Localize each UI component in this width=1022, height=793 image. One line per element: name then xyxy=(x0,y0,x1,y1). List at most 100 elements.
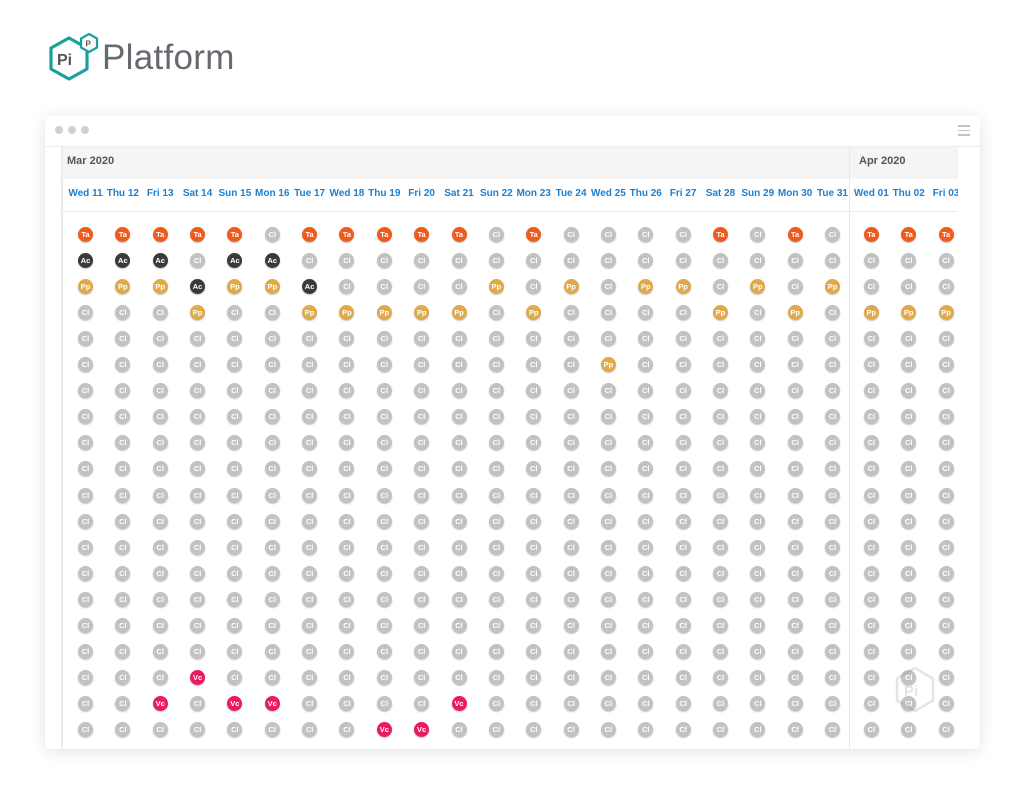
status-badge-cl[interactable]: Cl xyxy=(227,539,243,555)
status-badge-cl[interactable]: Cl xyxy=(825,330,840,346)
status-badge-cl[interactable]: Cl xyxy=(675,487,691,503)
status-badge-cl[interactable]: Cl xyxy=(825,357,840,372)
status-badge-cl[interactable]: Cl xyxy=(227,435,243,451)
status-badge-cl[interactable]: Cl xyxy=(414,461,430,477)
status-badge-cl[interactable]: Cl xyxy=(488,670,504,686)
status-badge-cl[interactable]: Cl xyxy=(227,487,243,503)
status-badge-cl[interactable]: Cl xyxy=(712,513,728,529)
status-badge-cl[interactable]: Cl xyxy=(115,565,131,581)
status-badge-cl[interactable]: Cl xyxy=(227,357,243,372)
status-badge-cl[interactable]: Cl xyxy=(600,226,616,242)
status-badge-cl[interactable]: Cl xyxy=(115,591,131,607)
status-badge-ta[interactable]: Ta xyxy=(938,226,954,242)
status-badge-cl[interactable]: Cl xyxy=(675,513,691,529)
status-badge-pp[interactable]: Pp xyxy=(863,304,879,320)
status-badge-cl[interactable]: Cl xyxy=(190,618,206,633)
status-badge-cl[interactable]: Cl xyxy=(863,696,879,712)
status-badge-pp[interactable]: Pp xyxy=(376,304,392,320)
status-badge-cl[interactable]: Cl xyxy=(938,278,954,294)
status-badge-cl[interactable]: Cl xyxy=(712,644,728,660)
day-header[interactable]: Fri 20 xyxy=(408,188,435,199)
status-badge-cl[interactable]: Cl xyxy=(190,565,206,581)
day-header[interactable]: Fri 13 xyxy=(146,188,174,199)
status-badge-ta[interactable]: Ta xyxy=(414,226,430,242)
status-badge-cl[interactable]: Cl xyxy=(938,357,954,372)
status-badge-cl[interactable]: Cl xyxy=(339,278,355,294)
status-badge-cl[interactable]: Cl xyxy=(638,409,654,425)
status-badge-cl[interactable]: Cl xyxy=(451,252,467,268)
status-badge-cl[interactable]: Cl xyxy=(526,357,542,372)
status-badge-cl[interactable]: Cl xyxy=(712,252,728,268)
status-badge-cl[interactable]: Cl xyxy=(750,330,766,346)
status-badge-cl[interactable]: Cl xyxy=(787,565,803,581)
status-badge-cl[interactable]: Cl xyxy=(563,304,579,320)
status-badge-cl[interactable]: Cl xyxy=(526,513,542,529)
status-badge-cl[interactable]: Cl xyxy=(488,487,504,503)
status-badge-cl[interactable]: Cl xyxy=(863,357,879,372)
status-badge-cl[interactable]: Cl xyxy=(339,487,355,503)
status-badge-cl[interactable]: Cl xyxy=(563,357,579,372)
status-badge-ac[interactable]: Ac xyxy=(78,252,93,268)
status-badge-cl[interactable]: Cl xyxy=(563,383,579,399)
status-badge-cl[interactable]: Cl xyxy=(264,539,280,555)
day-header[interactable]: Sat 21 xyxy=(444,188,474,199)
status-badge-cl[interactable]: Cl xyxy=(787,252,803,268)
status-badge-cl[interactable]: Cl xyxy=(825,304,840,320)
status-badge-cl[interactable]: Cl xyxy=(414,539,430,555)
status-badge-cl[interactable]: Cl xyxy=(264,644,280,660)
status-badge-cl[interactable]: Cl xyxy=(600,591,616,607)
status-badge-cl[interactable]: Cl xyxy=(115,670,131,686)
status-badge-cl[interactable]: Cl xyxy=(938,670,954,686)
status-badge-cl[interactable]: Cl xyxy=(675,644,691,660)
status-badge-cl[interactable]: Cl xyxy=(638,252,654,268)
status-badge-cl[interactable]: Cl xyxy=(78,644,93,660)
status-badge-cl[interactable]: Cl xyxy=(901,513,917,529)
status-badge-cl[interactable]: Cl xyxy=(750,670,766,686)
status-badge-cl[interactable]: Cl xyxy=(675,330,691,346)
status-badge-cl[interactable]: Cl xyxy=(938,644,954,660)
status-badge-cl[interactable]: Cl xyxy=(750,513,766,529)
status-badge-cl[interactable]: Cl xyxy=(600,670,616,686)
status-badge-cl[interactable]: Cl xyxy=(938,461,954,477)
status-badge-cl[interactable]: Cl xyxy=(901,487,917,503)
status-badge-cl[interactable]: Cl xyxy=(675,304,691,320)
status-badge-cl[interactable]: Cl xyxy=(901,539,917,555)
status-badge-cl[interactable]: Cl xyxy=(863,330,879,346)
status-badge-cl[interactable]: Cl xyxy=(451,618,467,633)
status-badge-cl[interactable]: Cl xyxy=(302,513,318,529)
day-header[interactable]: Wed 01 xyxy=(853,188,889,199)
status-badge-cl[interactable]: Cl xyxy=(414,278,430,294)
status-badge-pp[interactable]: Pp xyxy=(638,278,654,294)
status-badge-ac[interactable]: Ac xyxy=(264,252,280,268)
status-badge-cl[interactable]: Cl xyxy=(339,383,355,399)
status-badge-cl[interactable]: Cl xyxy=(901,252,917,268)
status-badge-cl[interactable]: Cl xyxy=(339,591,355,607)
status-badge-cl[interactable]: Cl xyxy=(750,357,766,372)
status-badge-cl[interactable]: Cl xyxy=(825,461,840,477)
status-badge-cl[interactable]: Cl xyxy=(451,591,467,607)
status-badge-pp[interactable]: Pp xyxy=(264,278,280,294)
status-badge-cl[interactable]: Cl xyxy=(750,487,766,503)
status-badge-ta[interactable]: Ta xyxy=(115,226,131,242)
status-badge-cl[interactable]: Cl xyxy=(901,670,917,686)
status-badge-cl[interactable]: Cl xyxy=(563,722,579,738)
status-badge-cl[interactable]: Cl xyxy=(712,461,728,477)
status-badge-cl[interactable]: Cl xyxy=(264,461,280,477)
status-badge-cl[interactable]: Cl xyxy=(190,461,206,477)
status-badge-cl[interactable]: Cl xyxy=(376,330,392,346)
status-badge-cl[interactable]: Cl xyxy=(526,461,542,477)
status-badge-cl[interactable]: Cl xyxy=(115,383,131,399)
status-badge-cl[interactable]: Cl xyxy=(750,539,766,555)
day-header[interactable]: Mon 23 xyxy=(516,188,551,199)
status-badge-cl[interactable]: Cl xyxy=(563,330,579,346)
status-badge-cl[interactable]: Cl xyxy=(825,409,840,425)
status-badge-ta[interactable]: Ta xyxy=(227,226,243,242)
status-badge-cl[interactable]: Cl xyxy=(115,461,131,477)
status-badge-cl[interactable]: Cl xyxy=(451,565,467,581)
status-badge-cl[interactable]: Cl xyxy=(376,644,392,660)
status-badge-cl[interactable]: Cl xyxy=(414,644,430,660)
status-badge-cl[interactable]: Cl xyxy=(488,722,504,738)
status-badge-cl[interactable]: Cl xyxy=(302,618,318,633)
status-badge-cl[interactable]: Cl xyxy=(78,304,93,320)
status-badge-cl[interactable]: Cl xyxy=(901,278,917,294)
